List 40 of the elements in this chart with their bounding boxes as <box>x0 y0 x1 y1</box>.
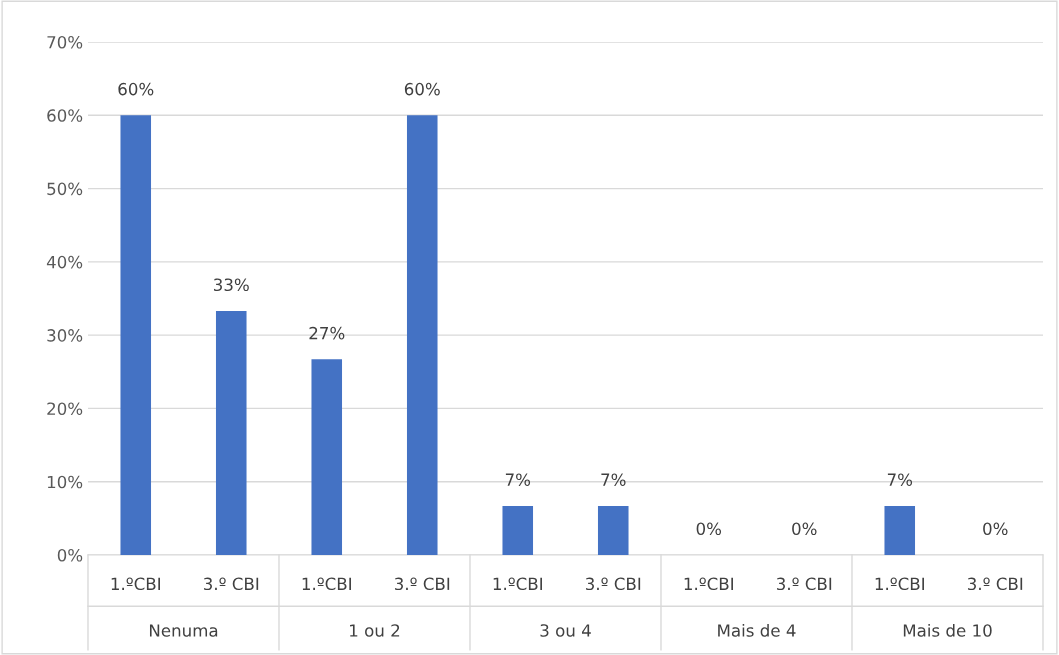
data-label: 0% <box>792 522 817 536</box>
y-tick-label: 10% <box>47 475 83 489</box>
data-label: 33% <box>214 278 249 292</box>
bar <box>215 310 247 555</box>
y-tick-label: 30% <box>47 329 83 342</box>
y-tick-label: 0% <box>57 548 83 562</box>
x-tick-label: 1.ºCBI <box>875 577 924 591</box>
data-label: 7% <box>505 473 531 486</box>
bar <box>597 505 629 555</box>
text: 1 ou 2 <box>350 624 400 637</box>
y-tick-label: 20% <box>47 402 83 415</box>
bar <box>502 505 534 555</box>
x-tick-label: 3.º CBI <box>395 577 450 591</box>
y-tick-label: 70% <box>47 35 83 49</box>
bar <box>120 115 152 555</box>
data-label: 0% <box>983 522 1008 536</box>
text: Mais de 10 <box>903 623 992 637</box>
x-tick-label: 1.ºCBI <box>684 577 733 591</box>
data-label: 60% <box>118 82 154 96</box>
data-label: 7% <box>887 473 913 486</box>
x-tick-label: 1.ºCBI <box>302 577 351 591</box>
data-label: 7% <box>601 473 626 486</box>
x-tick-label: 3.º CBI <box>777 577 832 591</box>
y-tick-label: 50% <box>47 182 83 196</box>
text: Nenuma <box>149 624 218 637</box>
data-label: 27% <box>309 326 345 340</box>
data-label: 0% <box>696 522 722 536</box>
y-tick-label: 60% <box>47 109 83 122</box>
y-tick-label: 40% <box>46 255 83 269</box>
bar <box>406 115 438 555</box>
x-tick-label: 3.º CBI <box>204 577 259 591</box>
text: 3 ou 4 <box>540 624 591 637</box>
text: Mais de 4 <box>718 623 796 637</box>
data-label: 60% <box>404 82 440 96</box>
x-tick-label: 3.º CBI <box>968 577 1023 591</box>
x-tick-label: 1.ºCBI <box>111 577 160 591</box>
x-tick-label: 1.ºCBI <box>493 577 542 591</box>
bar <box>311 359 343 555</box>
bar <box>884 505 916 555</box>
x-tick-label: 3.º CBI <box>586 577 641 591</box>
